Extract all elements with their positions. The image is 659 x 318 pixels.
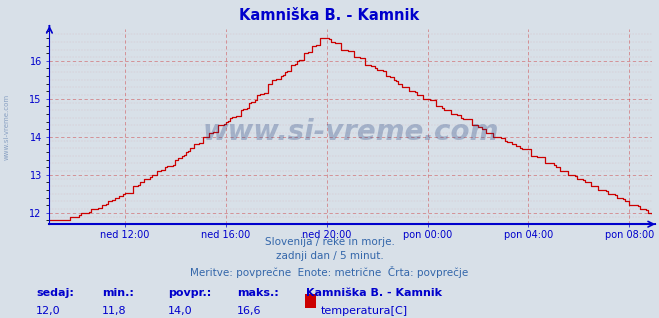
Text: temperatura[C]: temperatura[C] (321, 306, 408, 316)
Text: maks.:: maks.: (237, 288, 279, 298)
Text: min.:: min.: (102, 288, 134, 298)
Text: zadnji dan / 5 minut.: zadnji dan / 5 minut. (275, 251, 384, 261)
Text: 11,8: 11,8 (102, 306, 127, 316)
Text: povpr.:: povpr.: (168, 288, 212, 298)
Text: Kamniška B. - Kamnik: Kamniška B. - Kamnik (306, 288, 442, 298)
Text: www.si-vreme.com: www.si-vreme.com (3, 94, 10, 160)
Text: Meritve: povprečne  Enote: metrične  Črta: povprečje: Meritve: povprečne Enote: metrične Črta:… (190, 266, 469, 279)
Text: 14,0: 14,0 (168, 306, 192, 316)
Text: Slovenija / reke in morje.: Slovenija / reke in morje. (264, 237, 395, 247)
Text: Kamniška B. - Kamnik: Kamniška B. - Kamnik (239, 8, 420, 23)
Text: 16,6: 16,6 (237, 306, 262, 316)
Text: www.si-vreme.com: www.si-vreme.com (203, 118, 499, 146)
Text: sedaj:: sedaj: (36, 288, 74, 298)
Text: 12,0: 12,0 (36, 306, 61, 316)
